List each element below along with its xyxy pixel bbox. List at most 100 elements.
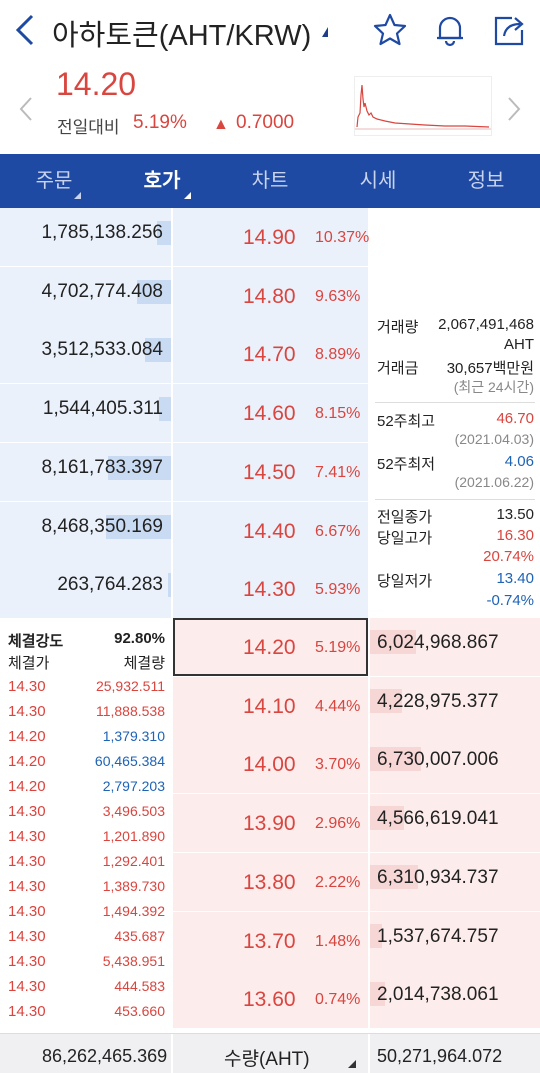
ask-volume: 8,161,783.397 bbox=[41, 456, 163, 478]
bid-volume: 6,730,007.006 bbox=[377, 749, 499, 771]
bid-volume-cell: 6,024,968.867 bbox=[370, 618, 540, 676]
bid-price-cell[interactable]: 13.70 1.48% bbox=[173, 911, 368, 970]
tab-caret-icon bbox=[74, 192, 81, 199]
unit-caret-icon[interactable] bbox=[348, 1060, 356, 1068]
tab-market-price[interactable]: 시세 bbox=[324, 154, 432, 208]
ask-price-cell[interactable]: 14.40 6.67% bbox=[173, 501, 368, 560]
ask-price-cell[interactable]: 14.60 8.15% bbox=[173, 384, 368, 443]
ask-price-cell[interactable]: 14.90 10.37% bbox=[173, 208, 369, 266]
trade-row: 14.20 60,465.384 bbox=[8, 753, 165, 778]
low52-value: 4.06 bbox=[504, 453, 534, 470]
trade-price: 14.20 bbox=[8, 728, 46, 745]
ask-percent: 9.63% bbox=[315, 287, 361, 305]
trade-qty: 2,797.203 bbox=[102, 778, 165, 794]
divider bbox=[368, 1034, 370, 1073]
bid-price: 14.20 bbox=[243, 636, 296, 659]
previous-coin-icon[interactable] bbox=[18, 96, 34, 122]
tab-bar: 주문 호가 차트 시세 정보 bbox=[0, 154, 540, 208]
trade-price: 14.30 bbox=[8, 853, 46, 870]
ask-percent: 7.41% bbox=[315, 463, 361, 481]
stats-panel: 거래량 2,067,491,468 AHT 거래금 30,657백만원 (최근 … bbox=[370, 208, 540, 618]
tab-orderbook[interactable]: 호가 bbox=[108, 154, 216, 208]
ask-volume-cell: 1,544,405.311 bbox=[0, 384, 171, 443]
bid-price-cell[interactable]: 14.10 4.44% bbox=[173, 676, 368, 735]
ask-price-cell[interactable]: 14.70 8.89% bbox=[173, 325, 368, 384]
tab-order[interactable]: 주문 bbox=[0, 154, 108, 208]
ask-price-cell[interactable]: 14.30 5.93% bbox=[173, 560, 368, 619]
bid-row[interactable]: 13.70 1.48% 1,537,674.757 bbox=[0, 911, 540, 971]
star-icon[interactable] bbox=[372, 12, 408, 48]
share-icon[interactable] bbox=[492, 12, 528, 48]
ask-price-cell[interactable]: 14.80 9.63% bbox=[173, 266, 368, 325]
ask-volume-bar bbox=[168, 573, 171, 598]
change-percent: 5.19% bbox=[133, 112, 187, 133]
tab-caret-icon bbox=[184, 192, 191, 199]
trade-row: 14.30 444.583 bbox=[8, 978, 165, 1003]
ask-price-cell[interactable]: 14.50 7.41% bbox=[173, 442, 368, 501]
unit-selector[interactable]: 수량(AHT) bbox=[224, 1049, 310, 1070]
bid-row[interactable]: 14.10 4.44% 4,228,975.377 bbox=[0, 676, 540, 736]
tab-chart[interactable]: 차트 bbox=[216, 154, 324, 208]
bid-row[interactable]: 13.60 0.74% 2,014,738.061 bbox=[0, 970, 540, 1030]
mini-price-chart[interactable] bbox=[354, 76, 492, 136]
ask-row[interactable]: 3,512,533.084 14.70 8.89% bbox=[0, 325, 540, 385]
trade-qty: 25,932.511 bbox=[95, 678, 165, 694]
back-icon[interactable] bbox=[12, 12, 40, 48]
trade-qty: 1,292.401 bbox=[102, 853, 165, 869]
bid-price: 13.80 bbox=[243, 870, 296, 894]
bid-row[interactable]: 14.00 3.70% 6,730,007.006 bbox=[0, 735, 540, 795]
ask-row[interactable]: 4,702,774.408 14.80 9.63% bbox=[0, 266, 540, 326]
bid-price-cell[interactable]: 13.90 2.96% bbox=[173, 794, 368, 853]
trade-amount: 30,657백만원 bbox=[446, 360, 534, 377]
trade-row: 14.30 1,494.392 bbox=[8, 903, 165, 928]
ask-volume-cell: 8,468,350.169 bbox=[0, 501, 171, 560]
tab-info[interactable]: 정보 bbox=[432, 154, 540, 208]
bid-volume: 1,537,674.757 bbox=[377, 925, 499, 947]
trades-panel: 체결강도 92.80% 체결가 체결량 14.30 25,932.511 14.30… bbox=[0, 618, 171, 1033]
trade-qty: 435.687 bbox=[114, 928, 165, 944]
ask-volume: 8,468,350.169 bbox=[41, 515, 163, 537]
bid-price-cell[interactable]: 14.20 5.19% bbox=[173, 618, 368, 676]
trade-qty: 1,494.392 bbox=[102, 903, 165, 919]
bid-volume-bar bbox=[370, 806, 404, 831]
trade-volume-unit-line: AHT bbox=[504, 336, 534, 353]
bid-volume-bar bbox=[370, 747, 421, 772]
title-dropdown-icon[interactable] bbox=[322, 27, 328, 37]
bid-volume: 6,024,968.867 bbox=[377, 632, 499, 653]
tab-label: 시세 bbox=[359, 170, 397, 192]
bid-row[interactable]: 14.20 5.19% 6,024,968.867 bbox=[0, 618, 540, 677]
ask-volume-bar bbox=[145, 338, 171, 363]
bell-icon[interactable] bbox=[432, 12, 468, 48]
bid-price: 14.00 bbox=[243, 753, 296, 777]
ask-total: 86,262,465.369 bbox=[42, 1046, 168, 1066]
ask-price: 14.60 bbox=[243, 402, 296, 426]
strength-value: 92.80% bbox=[114, 630, 165, 647]
divider bbox=[375, 402, 535, 403]
ask-volume-cell: 8,161,783.397 bbox=[0, 442, 171, 501]
tab-label: 호가 bbox=[143, 170, 181, 192]
ask-row[interactable]: 8,468,350.169 14.40 6.67% bbox=[0, 501, 540, 561]
bid-row[interactable]: 13.90 2.96% 4,566,619.041 bbox=[0, 794, 540, 854]
trade-row: 14.30 11,888.538 bbox=[8, 703, 165, 728]
bid-volume-cell: 6,310,934.737 bbox=[370, 852, 540, 911]
day-high-value: 16.30 bbox=[496, 527, 534, 544]
next-coin-icon[interactable] bbox=[506, 96, 522, 122]
ask-volume-bar bbox=[137, 279, 171, 304]
bid-volume: 2,014,738.061 bbox=[377, 984, 499, 1006]
page-title[interactable]: 아하토큰(AHT/KRW) bbox=[52, 20, 312, 52]
bid-price-cell[interactable]: 14.00 3.70% bbox=[173, 735, 368, 794]
ask-row[interactable]: 263,764.283 14.30 5.93% bbox=[0, 560, 540, 620]
bid-percent: 2.96% bbox=[315, 815, 361, 833]
ask-volume-cell: 3,512,533.084 bbox=[0, 325, 171, 384]
bid-price-cell[interactable]: 13.80 2.22% bbox=[173, 852, 368, 911]
bid-volume-bar bbox=[370, 864, 418, 889]
ask-row[interactable]: 1,544,405.311 14.60 8.15% bbox=[0, 384, 540, 444]
bid-row[interactable]: 13.80 2.22% 6,310,934.737 bbox=[0, 852, 540, 912]
ask-row[interactable]: 8,161,783.397 14.50 7.41% bbox=[0, 442, 540, 502]
bid-price-cell[interactable]: 13.60 0.74% bbox=[173, 970, 368, 1029]
ask-price: 14.50 bbox=[243, 460, 296, 484]
ask-row[interactable]: 1,785,138.256 14.90 10.37% bbox=[0, 208, 540, 267]
ask-volume: 1,544,405.311 bbox=[42, 398, 163, 420]
trade-price-header: 체결가 bbox=[8, 655, 50, 672]
bid-percent: 5.19% bbox=[315, 639, 361, 656]
